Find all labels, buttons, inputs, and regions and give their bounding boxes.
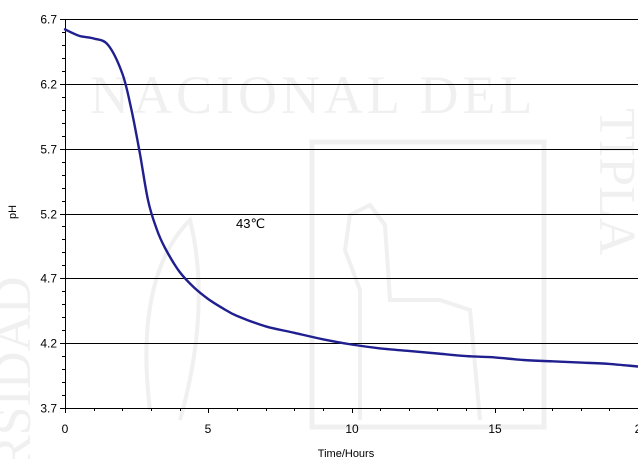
watermark-leaf-left — [144, 216, 201, 421]
x-tick-labels: 0 5 10 15 2 — [62, 422, 638, 436]
y-tick-label: 5.2 — [40, 208, 57, 222]
x-tick-label: 2 — [635, 422, 638, 436]
series — [63, 28, 638, 368]
x-tick-label: 10 — [345, 422, 359, 436]
x-tick-label: 5 — [205, 422, 212, 436]
y-tick-label: 3.7 — [40, 402, 57, 416]
y-tick-label: 6.7 — [40, 13, 57, 27]
temperature-annotation: 43℃ — [236, 216, 265, 231]
axes — [65, 19, 638, 409]
watermark-llama-frame — [309, 139, 547, 430]
watermark: NACIONAL DEL RSIDAD TIPLA — [0, 65, 638, 459]
series-line — [63, 28, 638, 368]
watermark-text: NACIONAL DEL — [90, 65, 536, 125]
tick-marks — [60, 19, 610, 413]
y-tick-label: 4.7 — [40, 272, 57, 286]
y-tick-labels: 3.7 4.2 4.7 5.2 5.7 6.2 6.7 — [40, 13, 57, 416]
y-tick-label: 6.2 — [40, 78, 57, 92]
x-tick-label: 0 — [62, 422, 69, 436]
x-tick-label: 15 — [488, 422, 502, 436]
y-tick-label: 5.7 — [40, 143, 57, 157]
watermark-side-right: TIPLA — [588, 108, 638, 256]
watermark-side-left: RSIDAD — [0, 276, 42, 459]
x-axis-title: Time/Hours — [318, 448, 375, 459]
y-tick-label: 4.2 — [40, 337, 57, 351]
y-axis-title: pH — [7, 205, 19, 219]
